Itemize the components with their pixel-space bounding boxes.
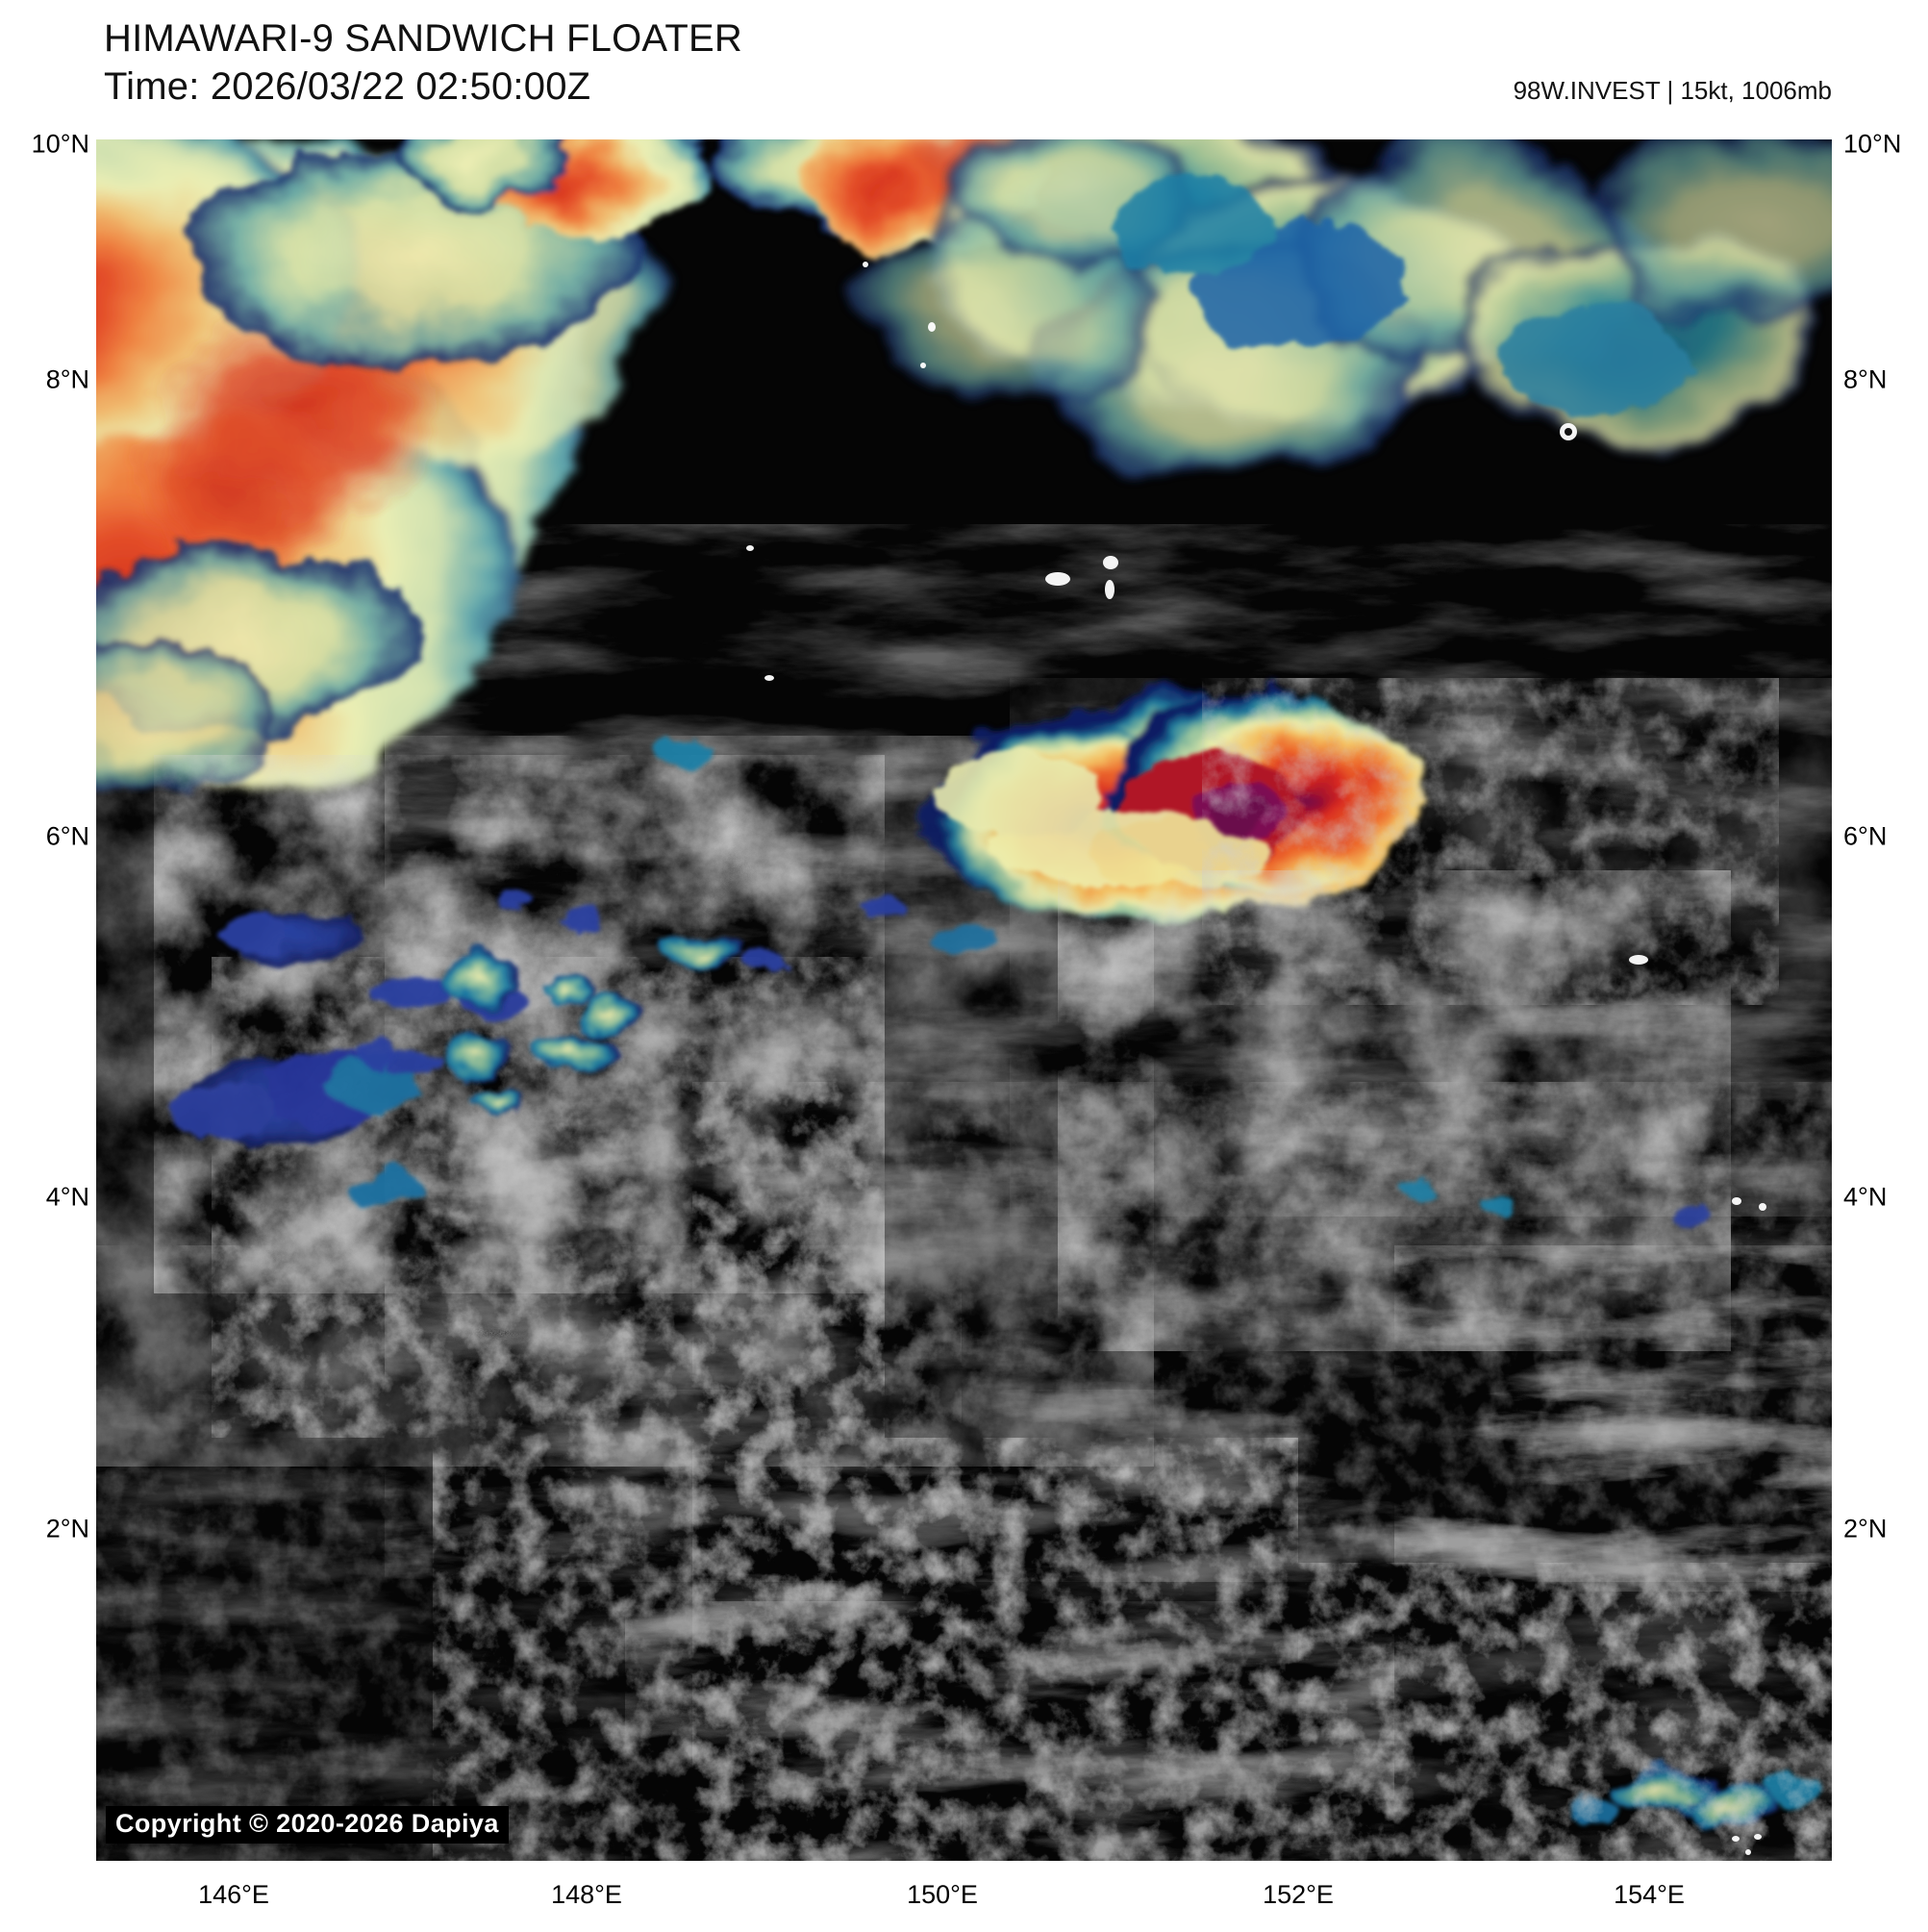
lat-label-right-4n: 4°N xyxy=(1843,1182,1888,1212)
east-small-cells xyxy=(938,922,1710,1227)
southwest-blue-blobs xyxy=(168,913,524,1203)
lat-label-left-10n: 10°N xyxy=(31,129,89,159)
lon-label-150e: 150°E xyxy=(907,1880,978,1909)
lat-label-left-2n: 2°N xyxy=(45,1514,89,1543)
lat-label-right-2n: 2°N xyxy=(1843,1514,1888,1543)
lon-label-154e: 154°E xyxy=(1614,1880,1685,1909)
lat-label-left-4n: 4°N xyxy=(45,1182,89,1212)
satellite-raster xyxy=(96,139,1832,1861)
lower-left-yellow-cells xyxy=(350,1036,621,1079)
page-title: HIMAWARI-9 SANDWICH FLOATER xyxy=(104,17,742,60)
lon-label-146e: 146°E xyxy=(198,1880,269,1909)
satellite-image-panel[interactable]: Copyright © 2020-2026 Dapiya xyxy=(96,139,1832,1861)
lon-label-152e: 152°E xyxy=(1263,1880,1334,1909)
lat-label-right-10n: 10°N xyxy=(1843,129,1902,159)
southwest-small-cells xyxy=(440,888,635,1114)
copyright-notice: Copyright © 2020-2026 Dapiya xyxy=(106,1806,509,1844)
northwest-pale-skirt xyxy=(96,149,635,793)
satellite-imagery xyxy=(96,139,1832,1861)
observation-time: Time: 2026/03/22 02:50:00Z xyxy=(104,65,591,108)
lat-label-right-6n: 6°N xyxy=(1843,821,1888,851)
island-specks xyxy=(746,262,1766,1855)
southwest-cirrus-shield xyxy=(154,755,885,1438)
central-small-cells xyxy=(656,737,906,975)
lower-central-cloud xyxy=(433,1438,1394,1861)
lat-label-left-6n: 6°N xyxy=(45,821,89,851)
storm-info-label: 98W.INVEST | 15kt, 1006mb xyxy=(1513,76,1832,105)
lat-label-left-8n: 8°N xyxy=(45,364,89,394)
lon-label-148e: 148°E xyxy=(551,1880,622,1909)
lat-label-right-8n: 8°N xyxy=(1843,364,1888,394)
